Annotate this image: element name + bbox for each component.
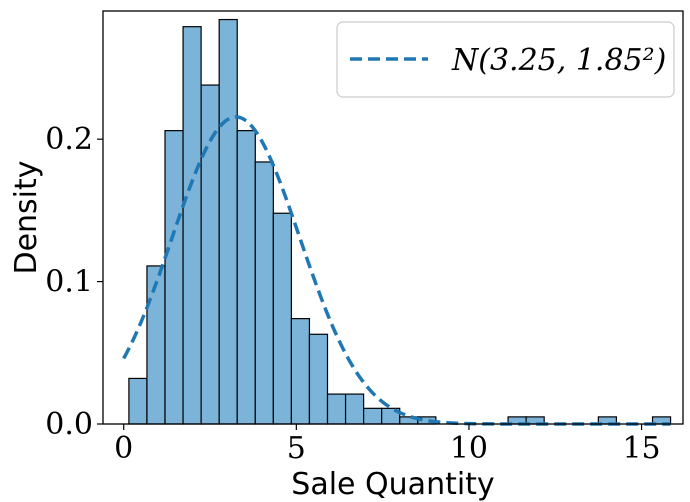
histogram-bar <box>146 265 166 425</box>
histogram-bar <box>290 318 311 425</box>
histogram-bar <box>308 333 329 425</box>
y-axis-ticks: 0.0 0.1 0.2 <box>45 122 103 442</box>
histogram-bar <box>254 161 274 425</box>
histogram-bar <box>272 212 292 425</box>
y-axis-label: Density <box>9 160 44 274</box>
histogram-bar <box>236 130 256 425</box>
histogram-bars <box>128 18 672 425</box>
legend: N(3.25, 1.85²) <box>336 21 675 98</box>
histogram-bar <box>200 84 220 425</box>
legend-label: N(3.25, 1.85²) <box>451 43 666 78</box>
plot-frame <box>102 10 684 425</box>
y-tick-label: 0.0 <box>45 407 93 442</box>
histogram-bar <box>128 377 148 425</box>
x-tick-label: 0 <box>114 431 133 466</box>
x-tick-label: 10 <box>450 431 488 466</box>
histogram-bar <box>326 393 347 425</box>
y-tick-label: 0.1 <box>45 265 93 300</box>
histogram-bar <box>344 393 365 425</box>
histogram-bar <box>164 130 184 425</box>
x-axis-label: Sale Quantity <box>291 467 494 502</box>
histogram-bar <box>363 407 383 425</box>
x-tick-label: 5 <box>287 431 306 466</box>
y-tick-label: 0.2 <box>45 122 93 157</box>
x-axis-ticks: 0 5 10 15 <box>114 424 661 466</box>
x-tick-label: 15 <box>622 431 660 466</box>
histogram-bar <box>182 26 202 425</box>
histogram-bar <box>218 18 238 425</box>
legend-box <box>336 21 675 98</box>
